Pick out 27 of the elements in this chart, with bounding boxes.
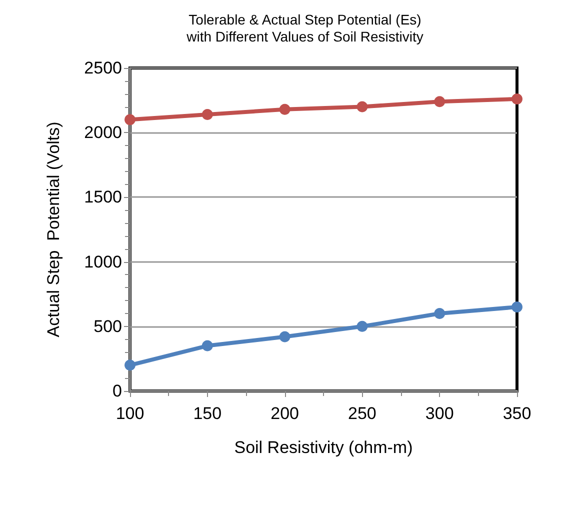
point (512, 302, 522, 313)
point (124, 114, 136, 126)
x-tick-label: 300 (425, 404, 454, 423)
point (356, 101, 368, 112)
point (124, 360, 136, 371)
point (512, 94, 522, 105)
point (434, 308, 446, 319)
point (356, 320, 368, 332)
x-tick-label: 350 (502, 404, 532, 423)
y-tick-label: 2500 (84, 58, 122, 78)
point (279, 104, 290, 115)
point (202, 340, 213, 352)
point (202, 109, 213, 120)
y-tick-label: 1000 (84, 252, 122, 272)
x-tick-label: 150 (193, 404, 222, 423)
point (279, 331, 290, 342)
y-tick-label: 0 (112, 382, 122, 400)
y-axis-title: Actual Step Potential (Volts) (44, 122, 63, 338)
point (434, 96, 446, 108)
x-axis-title: Soil Resistivity (ohm-m) (234, 438, 413, 457)
y-tick-label: 2000 (84, 123, 122, 142)
x-tick-label: 200 (270, 404, 299, 423)
x-tick-label: 250 (348, 404, 376, 423)
x-tick-label: 100 (116, 404, 144, 423)
y-tick-label: 1500 (84, 188, 122, 207)
y-tick-label: 500 (94, 316, 122, 336)
chart-title: Tolerable & Actual Step Potential (Es) with Different Values of Soil Resistivity (186, 12, 424, 44)
